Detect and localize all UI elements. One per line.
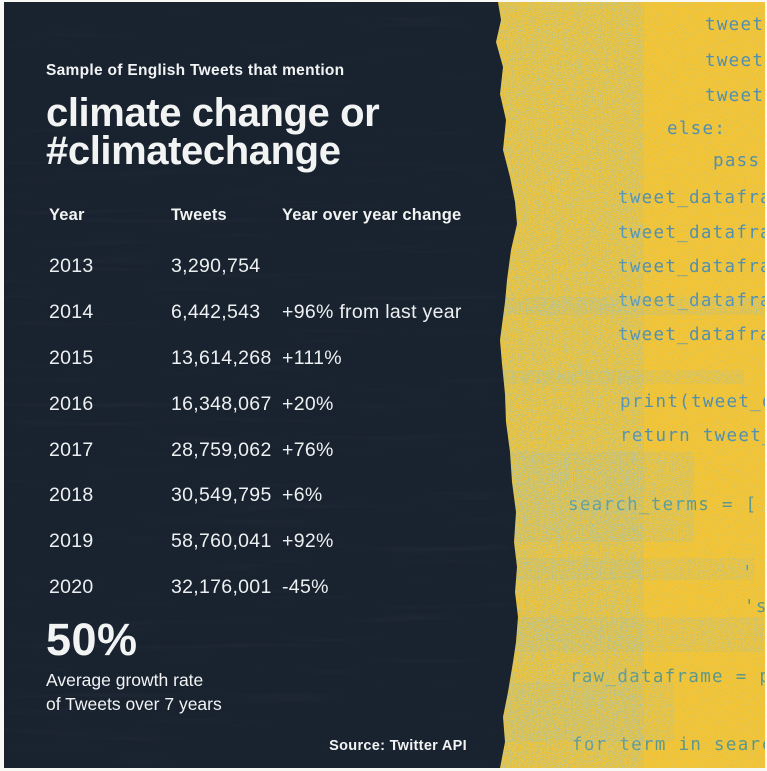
column-header-change: Year over year change bbox=[282, 206, 462, 224]
code-line: ' bbox=[742, 563, 754, 583]
table-header: Year Tweets Year over year change bbox=[49, 206, 474, 225]
cell-tweets: 30,549,795 bbox=[171, 484, 272, 507]
column-header-tweets: Tweets bbox=[171, 206, 227, 224]
page-title: climate change or #climatechange bbox=[46, 91, 380, 173]
code-line: tweet_datafra bbox=[618, 325, 765, 345]
code-line: tweet_datafra bbox=[618, 291, 765, 311]
cell-year: 2013 bbox=[49, 255, 94, 277]
tweets-table: Year Tweets Year over year change 2013 3… bbox=[49, 206, 474, 622]
source-credit: Source: Twitter API bbox=[329, 738, 467, 754]
cell-change bbox=[282, 255, 474, 301]
table-row: 2018 30,549,795 +6% bbox=[49, 484, 474, 530]
cell-year: 2020 bbox=[49, 576, 94, 599]
cell-tweets: 16,348,067 bbox=[171, 392, 272, 415]
table-row: 2017 28,759,062 +76% bbox=[49, 439, 474, 485]
table-row: 2014 6,442,543 +96% from last year bbox=[49, 301, 474, 347]
cell-year: 2019 bbox=[49, 530, 94, 553]
cell-tweets: 13,614,268 bbox=[171, 346, 272, 369]
code-line: print(tweet_d bbox=[620, 392, 765, 412]
cell-year: 2016 bbox=[49, 392, 94, 415]
artwork-area: tweet tweet tweet else: pass tweet_dataf… bbox=[4, 2, 765, 768]
code-line: search_terms = [ bbox=[568, 495, 758, 515]
code-line: return tweet_ bbox=[620, 426, 765, 446]
cell-year: 2015 bbox=[49, 346, 94, 369]
table-row: 2016 16,348,067 +20% bbox=[49, 393, 474, 439]
cell-year: 2018 bbox=[49, 484, 94, 507]
highlight-stat-value: 50% bbox=[46, 614, 138, 665]
cell-year: 2017 bbox=[49, 438, 94, 461]
code-line: else: bbox=[667, 119, 727, 139]
code-line: pass bbox=[713, 151, 761, 171]
title-line-1: climate change or bbox=[46, 91, 380, 135]
code-line: tweet_datafra bbox=[618, 188, 765, 208]
stat-caption-line-1: Average growth rate bbox=[46, 670, 204, 690]
code-line: tweet_datafra bbox=[618, 257, 765, 277]
stats-panel: Sample of English Tweets that mention cl… bbox=[4, 2, 518, 768]
cell-tweets: 32,176,001 bbox=[171, 576, 272, 599]
highlight-stat-caption: Average growth rate of Tweets over 7 yea… bbox=[46, 668, 222, 716]
cell-tweets: 58,760,041 bbox=[171, 530, 272, 553]
table-row: 2013 3,290,754 bbox=[49, 255, 474, 301]
eyebrow-text: Sample of English Tweets that mention bbox=[46, 62, 345, 79]
cell-change: +96% from last year bbox=[282, 300, 462, 323]
code-line: 's bbox=[744, 597, 765, 617]
cell-tweets: 3,290,754 bbox=[171, 255, 261, 277]
cell-change: +6% bbox=[282, 484, 323, 507]
title-line-2: #climatechange bbox=[46, 129, 341, 173]
table-row: 2020 32,176,001 -45% bbox=[49, 576, 474, 622]
column-header-year: Year bbox=[49, 206, 85, 224]
code-line: tweet bbox=[705, 51, 765, 71]
stat-caption-line-2: of Tweets over 7 years bbox=[46, 694, 222, 714]
table-row: 2019 58,760,041 +92% bbox=[49, 530, 474, 576]
code-line: tweet_datafra bbox=[618, 223, 765, 243]
cell-change: +111% bbox=[282, 346, 342, 369]
code-line: tweet bbox=[705, 86, 765, 106]
cell-tweets: 6,442,543 bbox=[171, 300, 261, 323]
cell-tweets: 28,759,062 bbox=[171, 438, 272, 461]
cell-change: -45% bbox=[282, 576, 329, 599]
cell-change: +76% bbox=[282, 438, 334, 461]
table-row: 2015 13,614,268 +111% bbox=[49, 347, 474, 393]
code-line: for term in searc bbox=[572, 735, 765, 755]
code-line: raw_dataframe = p bbox=[570, 667, 765, 687]
cell-year: 2014 bbox=[49, 300, 94, 323]
code-line: tweet bbox=[705, 15, 765, 35]
cell-change: +20% bbox=[282, 392, 334, 415]
cell-change: +92% bbox=[282, 530, 334, 553]
